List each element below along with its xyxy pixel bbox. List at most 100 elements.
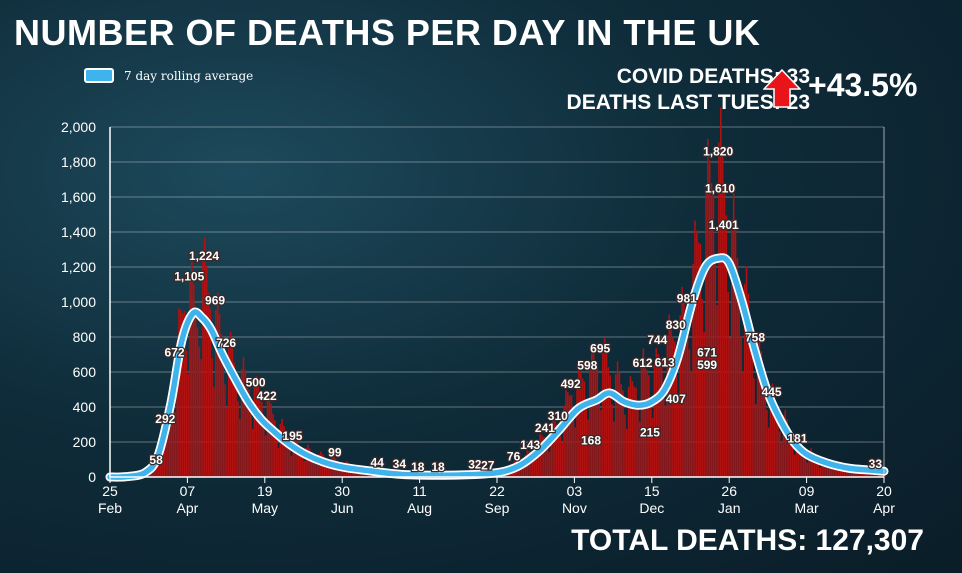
daily-bar [747,293,750,477]
daily-bar [727,291,729,477]
daily-bar [355,471,357,477]
daily-bar [723,190,726,477]
daily-bar [283,425,285,477]
daily-bar [154,465,156,477]
x-tick-day: 11 [412,483,427,499]
daily-bar [192,284,195,477]
daily-bar [275,437,278,477]
daily-bar [797,435,799,477]
daily-bar [178,308,180,477]
daily-bar [200,359,202,477]
daily-bar [791,446,794,477]
daily-bar [828,462,831,477]
daily-bar [563,405,565,477]
daily-bar [751,334,753,477]
data-label: 969 [205,293,225,307]
daily-bar [710,183,713,477]
y-tick-label: 1,200 [61,259,96,275]
daily-bar [181,313,184,477]
daily-bar [189,273,191,477]
data-label: 292 [155,412,175,426]
daily-bar [740,336,742,477]
daily-bar [771,383,774,477]
daily-bar [688,349,691,477]
daily-bar [764,379,766,477]
daily-bar [530,451,532,477]
y-tick-label: 800 [73,329,97,345]
daily-bar [795,437,798,477]
daily-bar [596,366,599,477]
daily-bar [714,262,717,477]
daily-bar [288,448,291,477]
daily-bar [749,318,752,477]
daily-bar [220,334,223,477]
data-label: 1,401 [709,218,739,232]
daily-bar [325,458,328,477]
data-label: 613 [655,356,675,370]
daily-bar [264,435,267,477]
data-label: 76 [507,450,521,464]
daily-bar [205,265,208,477]
x-tick-month: Aug [407,500,432,516]
daily-bar [533,456,536,477]
daily-bar [819,467,822,477]
daily-bar [766,409,768,477]
data-label: 758 [745,330,765,344]
daily-bar [294,436,296,477]
data-label: 168 [581,434,601,448]
daily-bar [613,421,615,477]
x-tick-day: 19 [257,483,273,499]
daily-bar [684,309,687,477]
daily-bar [554,421,556,477]
daily-bar [180,309,182,477]
daily-bar [699,244,702,477]
daily-bar [522,466,525,477]
daily-bar [301,456,304,477]
daily-bar [718,142,720,477]
legend: 7 day rolling average [84,68,253,83]
daily-bar [537,441,540,477]
daily-bar [268,392,271,477]
daily-bar [812,452,814,477]
daily-bar [561,442,564,477]
x-tick-month: Jan [718,500,741,516]
daily-bar [769,388,772,477]
daily-bar [546,446,549,477]
daily-bar [778,431,781,477]
data-label: 599 [697,358,717,372]
daily-bar [174,412,177,477]
daily-bar [703,332,705,477]
daily-bar [520,464,523,477]
daily-bar [670,325,672,477]
daily-bar [342,469,344,477]
daily-bar [226,407,228,477]
x-tick-day: 20 [876,483,892,499]
daily-bar [708,160,711,477]
daily-bar [653,364,656,477]
daily-bar [253,386,256,477]
daily-bar [578,363,580,477]
daily-bar [649,401,652,477]
daily-bar [172,403,175,477]
daily-bar [235,371,237,477]
daily-bar [690,371,693,477]
daily-bar [548,451,551,477]
chart-title: NUMBER OF DEATHS PER DAY IN THE UK [14,12,761,53]
daily-bar [568,395,571,477]
daily-bar [817,463,820,477]
daily-bar [707,138,709,477]
x-tick-day: 26 [721,483,737,499]
x-tick-day: 07 [180,483,196,499]
daily-bar [760,351,763,477]
data-label: 27 [481,458,495,472]
daily-bar [802,449,805,477]
daily-bars [111,107,886,478]
daily-bar [227,346,230,477]
gridlines [110,126,884,443]
y-tick-label: 2,000 [61,119,96,135]
daily-bar [572,415,575,477]
daily-bar [207,292,210,477]
data-label: 1,610 [705,181,735,195]
daily-bar [721,150,724,477]
daily-bar [274,420,276,477]
